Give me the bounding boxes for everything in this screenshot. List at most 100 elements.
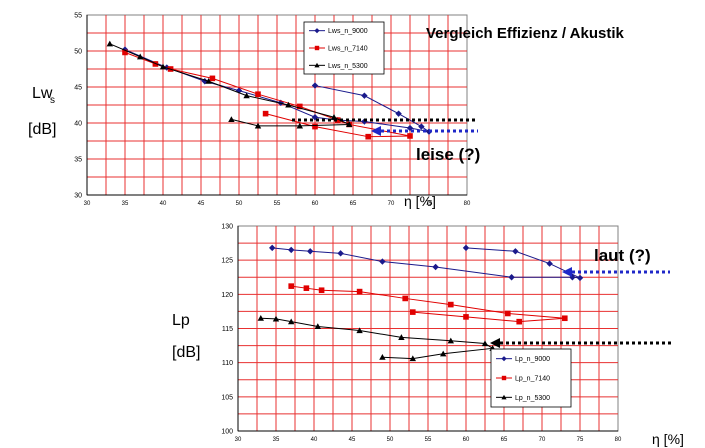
lp-data-point (440, 350, 447, 357)
lws-data-point (395, 110, 402, 117)
lp-legend-swatch-marker (501, 375, 507, 381)
lws-y-tick-label: 30 (74, 193, 82, 200)
lp-data-point (314, 323, 321, 330)
lws-y-label: Lw (32, 85, 53, 102)
arrow-head-lws (371, 126, 381, 136)
lp-data-point (505, 310, 511, 317)
annotation-leise: leise (?) (416, 145, 480, 164)
lp-legend-swatch-marker (501, 394, 507, 400)
lp-data-point (337, 250, 344, 257)
lp-data-point (508, 274, 515, 281)
lp-data-point (512, 248, 519, 255)
lws-x-tick-label: 75 (426, 201, 433, 207)
lp-data-point (410, 309, 416, 315)
lp-x-tick-label: 40 (311, 437, 318, 443)
lp-data-point (447, 337, 454, 344)
lws-data-point (296, 122, 303, 129)
lws-data-point (311, 82, 319, 89)
chart-lp: 30 35 40 45 50 55 60 65 70 75 80 100 105 110 115 120 125… (172, 224, 684, 448)
lp-x-tick-label: 55 (425, 437, 432, 443)
lws-data-point (159, 63, 167, 70)
lws-data-point (407, 133, 413, 139)
lws-x-tick-label: 50 (236, 201, 243, 207)
lws-x-label: η [%] (404, 193, 436, 209)
lp-y-tick-label: 120 (221, 292, 233, 299)
lp-data-point (288, 283, 294, 289)
lp-series-line-Lp_n_5300 (260, 317, 495, 360)
lp-x-tick-label: 50 (387, 437, 394, 443)
lws-data-point (228, 116, 235, 122)
lws-x-tick-label: 35 (122, 201, 129, 207)
lp-data-point (402, 295, 408, 302)
lp-x-tick-label: 80 (615, 437, 622, 443)
lp-x-tick-label: 30 (235, 437, 242, 443)
lws-data-point (243, 92, 250, 99)
lp-x-tick-label: 70 (539, 437, 546, 443)
lp-x-tick-label: 60 (463, 437, 470, 443)
lp-x-tick-label: 65 (501, 437, 508, 443)
lws-x-tick-label: 65 (350, 201, 357, 207)
lws-y-tick-label: 55 (74, 13, 82, 20)
lp-data-point (379, 354, 386, 360)
lp-data-point (462, 244, 470, 252)
lws-data-point (311, 114, 319, 121)
lws-x-tick-label: 55 (274, 201, 281, 207)
lws-legend-label: Lws_n_7140 (328, 46, 368, 53)
lws-legend-label: Lws_n_5300 (328, 63, 368, 70)
lws-x-tick-label: 30 (84, 201, 91, 207)
lp-data-point (356, 327, 363, 334)
arrow-head-lp-blue (562, 267, 572, 277)
lp-y-tick-label: 130 (221, 224, 233, 231)
annotation-laut: laut (?) (594, 246, 651, 265)
lws-legend-label: Lws_n_9000 (328, 28, 368, 35)
lp-data-point (569, 274, 576, 281)
lp-data-point (398, 334, 405, 340)
lp-data-point (546, 260, 553, 267)
lp-data-point (481, 340, 489, 347)
lp-y-unit: [dB] (172, 344, 200, 361)
lp-data-point (303, 285, 310, 291)
heading: Vergleich Effizienz / Akustik (426, 25, 624, 42)
chart-lws: 30 35 40 45 50 55 60 65 70 75 80 30 35 40 45 50 55 Lws [dB… (28, 13, 471, 210)
lws-y-tick-label: 35 (74, 157, 82, 164)
lws-data-point (235, 87, 243, 94)
lp-y-label: Lp (172, 312, 190, 329)
lws-x-tick-label: 60 (312, 201, 319, 207)
lws-legend-swatch-marker (314, 45, 320, 51)
lp-y-tick-label: 125 (221, 258, 233, 265)
lws-y-unit: [dB] (28, 121, 56, 138)
lp-data-point (257, 315, 264, 321)
lp-legend-label: Lp_n_5300 (515, 395, 550, 402)
lp-data-point (379, 258, 386, 265)
annotation-layer: Vergleich Effizienz / Akustik leise (?) … (292, 25, 672, 348)
lws-data-point (262, 110, 269, 117)
lws-data-point (365, 133, 371, 140)
lws-y-tick-label: 40 (74, 121, 82, 128)
lp-data-point (576, 274, 584, 282)
lp-data-point (448, 301, 454, 308)
lws-data-point (346, 121, 353, 127)
lws-data-point (137, 53, 144, 60)
lp-series-line-Lp_n_9000 (272, 247, 581, 279)
lp-legend-label: Lp_n_9000 (515, 356, 550, 363)
lp-data-point (516, 318, 522, 325)
lp-data-point (288, 246, 295, 254)
lp-legend-label: Lp_n_7140 (515, 376, 550, 383)
lws-data-point (335, 117, 341, 123)
lws-x-tick-label: 40 (160, 201, 167, 207)
lws-x-tick-label: 80 (464, 201, 471, 207)
lp-y-tick-label: 110 (222, 360, 233, 367)
lp-x-tick-label: 45 (349, 437, 356, 443)
lp-x-label: η [%] (652, 431, 684, 447)
lws-data-point (122, 49, 128, 56)
lws-legend-swatch-marker (314, 62, 320, 68)
lp-data-point (272, 315, 280, 322)
lp-data-point (356, 288, 363, 295)
lws-x-tick-label: 45 (198, 201, 205, 207)
lws-x-tick-label: 70 (388, 201, 395, 207)
arrow-head-lp-black (490, 338, 500, 348)
lp-legend-swatch-marker (501, 356, 507, 362)
lp-data-point (307, 248, 314, 255)
lp-data-point (269, 244, 276, 252)
